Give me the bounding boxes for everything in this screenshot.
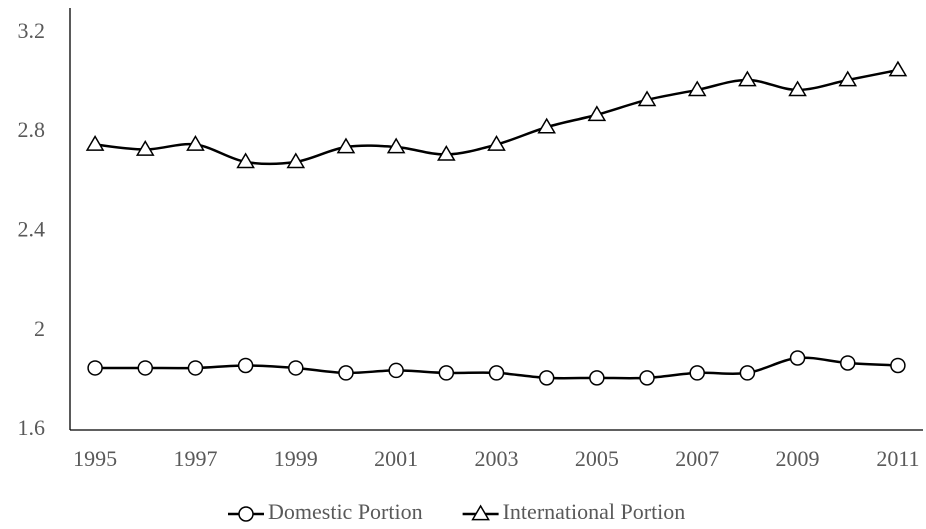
marker: [888, 60, 908, 77]
x-tick-label: 1995: [73, 446, 117, 471]
marker: [589, 370, 605, 386]
legend-label: Domestic Portion: [268, 499, 423, 524]
marker: [488, 365, 505, 381]
marker: [738, 70, 757, 87]
marker: [186, 135, 205, 151]
marker: [187, 360, 204, 376]
marker: [288, 360, 304, 376]
marker: [85, 135, 105, 151]
y-tick-label: 3.2: [18, 18, 46, 43]
x-tick-label: 2001: [374, 446, 418, 471]
marker: [437, 144, 456, 161]
x-tick-label: 2007: [675, 446, 719, 471]
y-tick-label: 1.6: [18, 415, 46, 440]
x-tick-label: 2005: [575, 446, 619, 471]
legend-item: Domestic Portion: [228, 499, 423, 524]
y-tick-label: 2.4: [18, 216, 46, 241]
x-tick-label: 1997: [173, 446, 217, 471]
marker: [137, 360, 154, 376]
marker: [388, 362, 404, 379]
marker: [788, 80, 807, 97]
marker: [839, 355, 856, 371]
marker: [336, 137, 356, 154]
marker: [789, 350, 806, 366]
marker: [637, 90, 657, 107]
marker: [689, 365, 705, 381]
x-tick-label: 2003: [475, 446, 519, 471]
marker: [438, 365, 455, 381]
marker: [237, 357, 254, 374]
marker: [487, 135, 506, 151]
x-tick-label: 2011: [876, 446, 919, 471]
y-tick-label: 2.8: [18, 117, 46, 142]
marker: [236, 152, 255, 169]
marker: [87, 360, 103, 376]
marker: [687, 80, 707, 97]
x-tick-label: 1999: [274, 446, 318, 471]
marker: [538, 370, 555, 386]
marker: [338, 365, 354, 381]
marker: [587, 105, 607, 122]
y-tick-label: 2: [34, 316, 45, 341]
marker: [286, 152, 306, 169]
marker: [890, 357, 906, 374]
marker: [838, 70, 858, 87]
marker: [537, 117, 556, 134]
marker: [471, 504, 490, 521]
marker: [386, 137, 406, 154]
legend-item: International Portion: [462, 499, 686, 524]
marker: [639, 370, 655, 386]
marker: [238, 506, 254, 522]
legend-label: International Portion: [503, 499, 686, 524]
marker: [739, 365, 756, 381]
marker: [135, 140, 155, 156]
x-tick-label: 2009: [776, 446, 820, 471]
